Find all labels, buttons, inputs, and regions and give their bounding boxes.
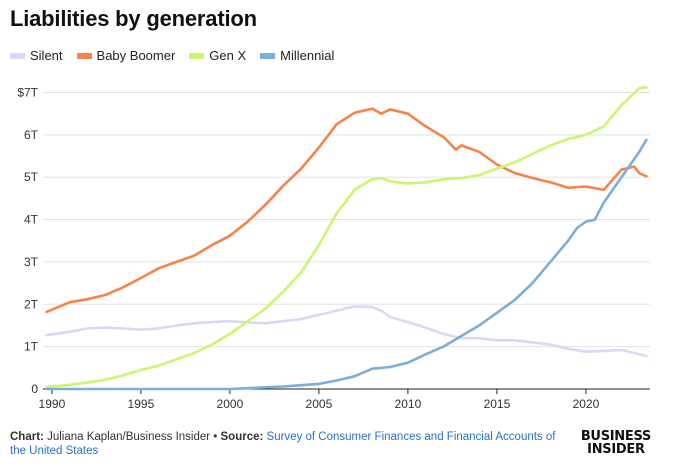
chart-credit-label: Chart:: [10, 431, 44, 443]
y-tick-label-6: 6T: [24, 128, 39, 142]
legend-label-millennial: Millennial: [280, 48, 335, 63]
legend-label-silent: Silent: [30, 48, 63, 63]
series-line-silent: [45, 305, 648, 358]
legend-item-millennial: Millennial: [260, 48, 334, 63]
legend-swatch-millennial: [260, 52, 276, 59]
source-link[interactable]: Survey of Consumer Finances and Financia…: [10, 431, 556, 457]
series-line-millennial: [45, 138, 648, 391]
legend-item-silent: Silent: [10, 48, 63, 63]
series-line-gen-x: [45, 86, 648, 389]
line-chart: 0 1T 2T 3T 4T 5T 6T $7T 1990 1995 2000 2005 2010 2015…: [17, 85, 650, 411]
y-tick-label-4: 4T: [24, 213, 39, 227]
business-insider-logo: BUSINESS INSIDER: [581, 430, 651, 456]
x-tick-label-5: 2015: [484, 397, 511, 411]
chart-title: Liabilities by generation: [10, 6, 257, 31]
x-tick-label-3: 2005: [306, 397, 333, 411]
legend: Silent Baby Boomer Gen X Millennial: [10, 48, 348, 63]
y-tick-label-1: 1T: [24, 340, 39, 354]
legend-label-gen-x: Gen X: [209, 48, 247, 63]
chart-credit: Juliana Kaplan/Business Insider •: [43, 431, 221, 443]
y-tick-label-2: 2T: [24, 297, 39, 311]
x-tick-label-0: 1990: [39, 397, 66, 411]
y-tick-label-7: $7T: [17, 85, 38, 99]
logo-line-2: INSIDER: [587, 442, 645, 457]
legend-swatch-baby-boomer: [76, 52, 92, 59]
y-tick-label-0: 0: [31, 382, 38, 396]
logo-line-1: BUSINESS: [580, 429, 651, 444]
x-tick-label-1: 1995: [128, 397, 155, 411]
legend-item-baby-boomer: Baby Boomer: [76, 48, 176, 63]
legend-swatch-silent: [10, 52, 25, 59]
x-tick-label-4: 2010: [395, 397, 422, 411]
legend-item-gen-x: Gen X: [189, 48, 246, 63]
legend-swatch-gen-x: [189, 52, 205, 59]
legend-label-baby-boomer: Baby Boomer: [96, 48, 176, 63]
x-tick-label-6: 2020: [573, 397, 600, 411]
series-line-baby-boomer: [45, 107, 648, 314]
y-tick-label-3: 3T: [24, 255, 39, 269]
y-tick-label-5: 5T: [24, 170, 39, 184]
x-tick-label-2: 2000: [217, 397, 244, 411]
source-label: Source:: [220, 431, 264, 443]
chart-footer: Chart: Juliana Kaplan/Business Insider •…: [10, 430, 570, 458]
